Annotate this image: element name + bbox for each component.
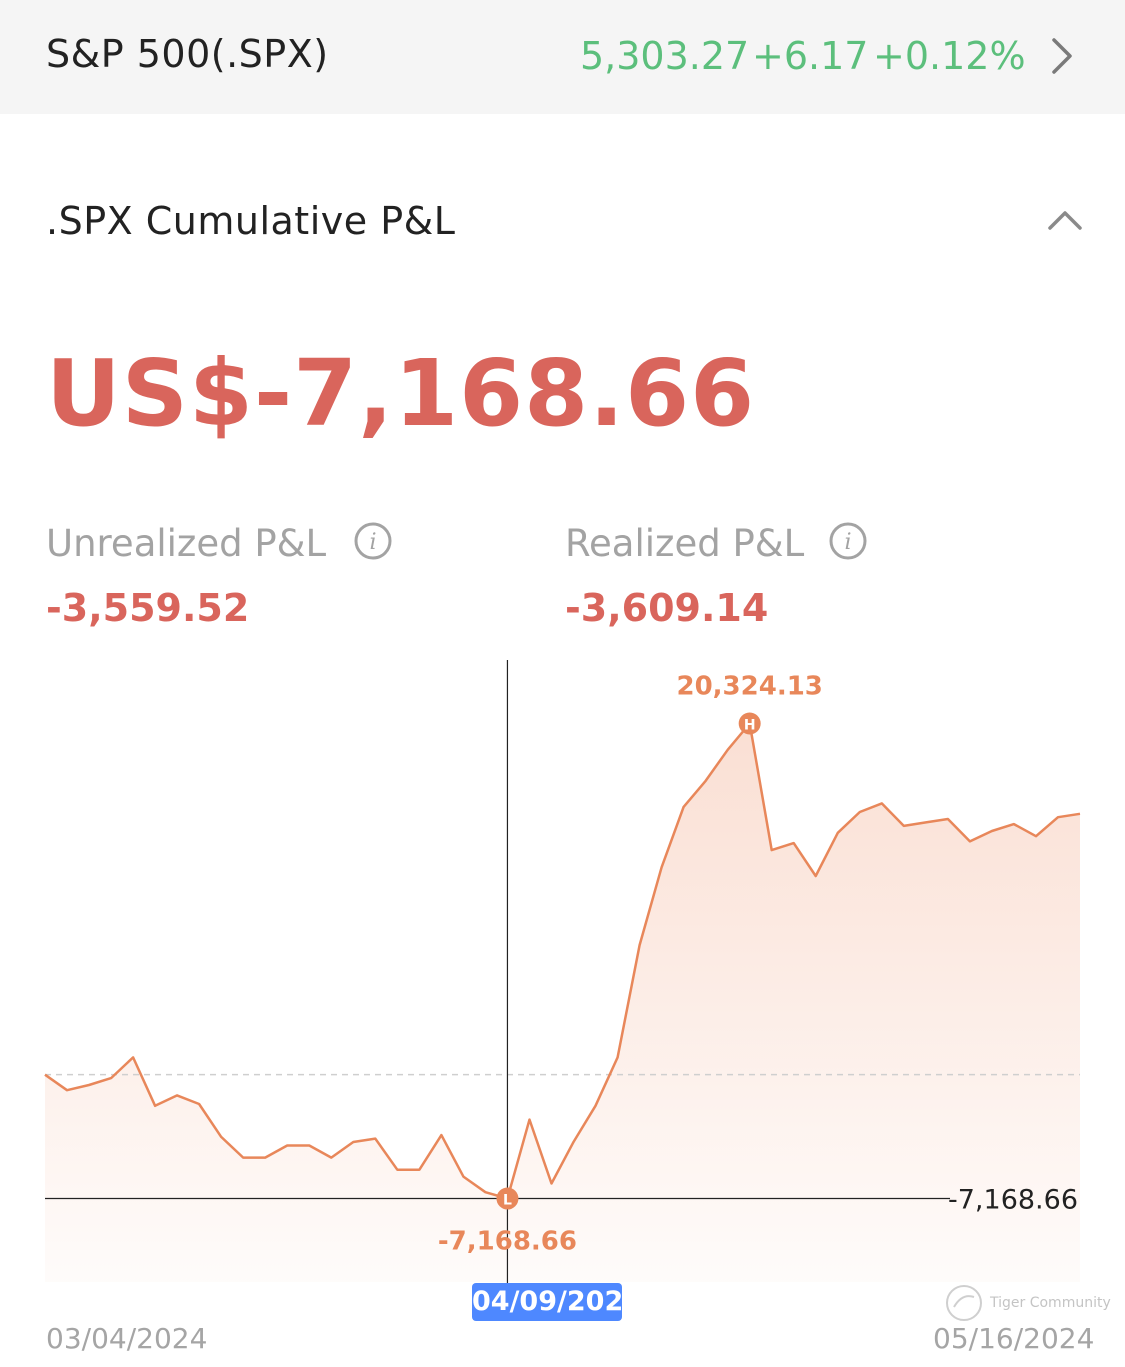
cumulative-pl-total: US$-7,168.66 — [46, 340, 756, 447]
svg-text:i: i — [369, 530, 376, 555]
watermark-text: Tiger Community — [990, 1295, 1111, 1311]
chevron-up-icon[interactable] — [1046, 206, 1084, 234]
section-title: .SPX Cumulative P&L — [46, 199, 456, 243]
chart-end-date: 05/16/2024 — [933, 1322, 1095, 1355]
crosshair-value-label: -7,168.66 — [948, 1185, 1078, 1216]
realized-pl-value: -3,609.14 — [565, 586, 769, 630]
series-line — [44, 722, 1081, 1200]
low-marker-letter: L — [503, 1193, 512, 1209]
price-change-percent: +0.12% — [873, 34, 1026, 78]
area-fill — [45, 723, 1080, 1282]
chevron-right-icon[interactable] — [1044, 36, 1080, 76]
ticker-name: S&P 500(.SPX) — [46, 32, 329, 76]
info-icon[interactable]: i — [353, 521, 393, 561]
high-value-label: 20,324.13 — [676, 672, 822, 702]
chart-start-date: 03/04/2024 — [46, 1322, 208, 1355]
unrealized-pl-value: -3,559.52 — [46, 586, 250, 630]
high-marker-letter: H — [744, 718, 756, 734]
last-price: 5,303.27 — [580, 34, 750, 78]
low-marker — [496, 1187, 519, 1210]
pl-chart[interactable]: -7,168.66 H 20,324.13 L -7,168.66 — [0, 655, 1125, 1295]
price-change: +6.17 — [752, 34, 869, 78]
low-value-label: -7,168.66 — [438, 1227, 577, 1257]
ticker-header[interactable]: S&P 500(.SPX) 5,303.27 +6.17 +0.12% — [0, 0, 1125, 114]
info-icon[interactable]: i — [828, 521, 868, 561]
svg-text:i: i — [844, 530, 851, 555]
high-marker — [738, 712, 761, 735]
unrealized-pl-label: Unrealized P&L — [46, 522, 327, 565]
cursor-date-label: 04/09/2024 — [472, 1283, 642, 1321]
realized-pl-label: Realized P&L — [565, 522, 805, 565]
tiger-logo-icon — [946, 1285, 982, 1321]
